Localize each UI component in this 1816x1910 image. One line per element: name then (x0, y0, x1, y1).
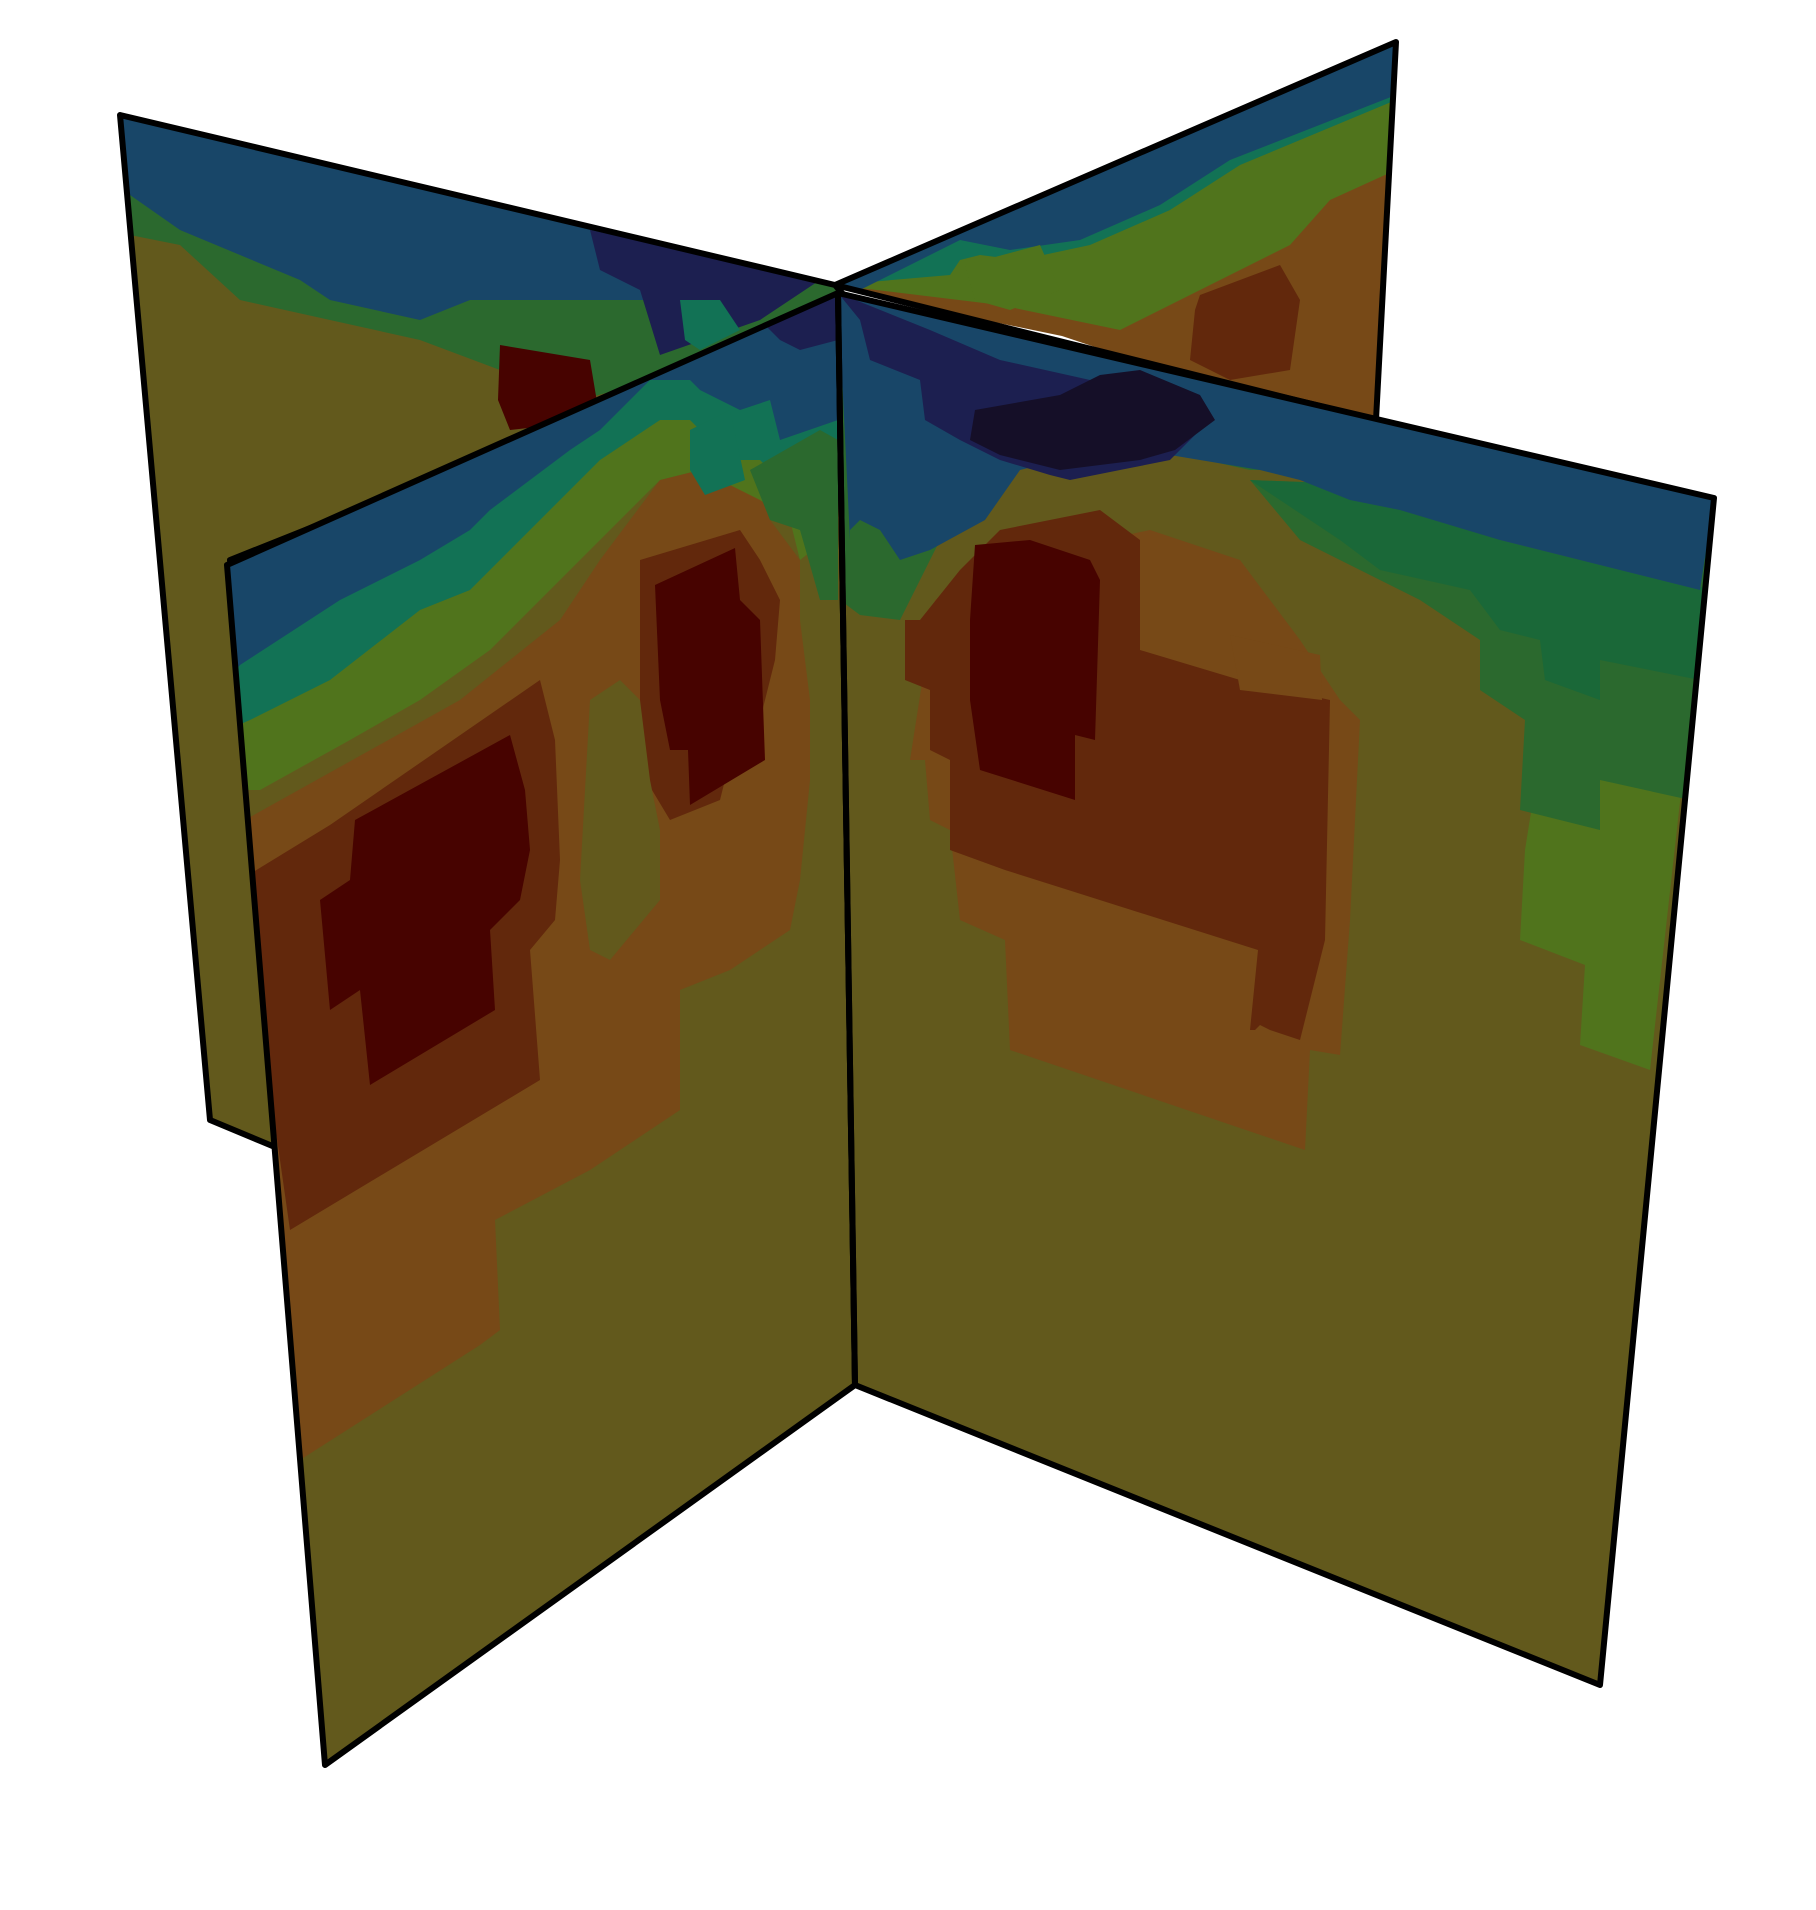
front-left-panel (227, 293, 855, 1765)
back-right-outline (832, 39, 1399, 423)
front-right-panel (838, 293, 1714, 1685)
center-edge (835, 292, 858, 1386)
